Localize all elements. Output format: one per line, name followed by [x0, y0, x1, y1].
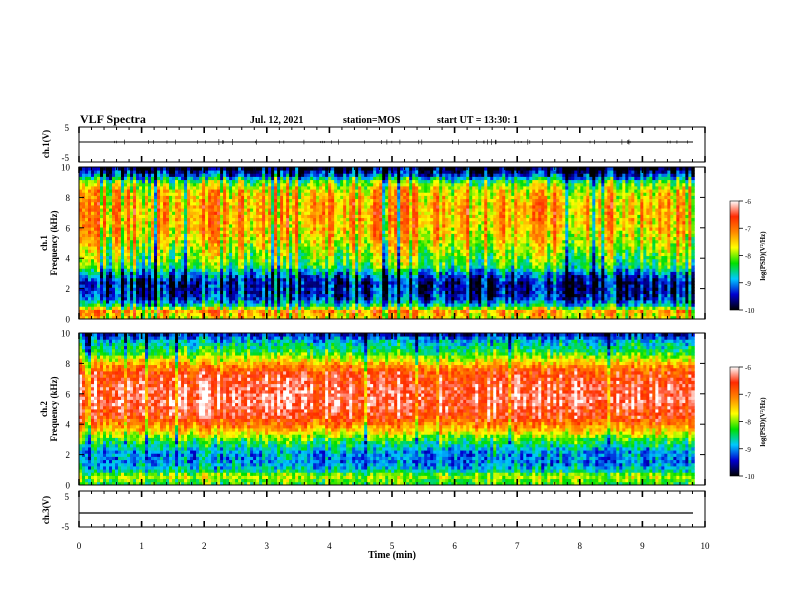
start-time-label: start UT = 13:30: 1 — [437, 115, 518, 126]
ytick-label: 4 — [66, 254, 71, 264]
colorbar-ch2-ticks: -6 -7 -8 -9 -10 — [739, 364, 755, 481]
panel-ch1-spectrogram: 0 2 4 6 8 10 ch.1 Frequency (kHz) — [39, 163, 706, 325]
xtick-label: 7 — [515, 541, 520, 551]
xtick-label: 5 — [390, 541, 395, 551]
ch2-spectrogram-ylabel-frequency: Frequency (kHz) — [49, 376, 59, 441]
xtick-label: 9 — [640, 541, 645, 551]
xtick-label: 1 — [139, 541, 144, 551]
ch1-waveform-ylabel: ch.1(V) — [41, 130, 51, 158]
figure-title: VLF Spectra — [80, 112, 146, 126]
ytick-label: 0 — [66, 315, 71, 325]
time-axis-label: Time (min) — [368, 550, 416, 561]
station-label: station=MOS — [343, 115, 401, 126]
xtick-label: 0 — [77, 541, 82, 551]
colorbar-tick-label: -6 — [745, 364, 751, 372]
ch1-spectrogram-image — [79, 167, 695, 320]
ytick-label: 8 — [66, 359, 71, 369]
colorbar-ch1-ticks: -6 -7 -8 -9 -10 — [739, 198, 755, 315]
colorbar-tick-label: -7 — [745, 225, 751, 233]
panel-ch1-waveform: 5 -5 ch.1(V) — [41, 123, 706, 163]
colorbar-tick-label: -7 — [745, 391, 751, 399]
xtick-label: 10 — [701, 541, 711, 551]
ch1-spectrogram-yticks: 0 2 4 6 8 10 — [61, 163, 705, 325]
colorbar-tick-label: -10 — [745, 473, 755, 481]
ch3-waveform-ylabel: ch.3(V) — [41, 496, 51, 524]
ch1-waveform-ytick-bottom: -5 — [62, 153, 70, 163]
ytick-label: 6 — [66, 223, 71, 233]
xtick-label: 3 — [265, 541, 270, 551]
date-label: Jul. 12, 2021 — [250, 115, 303, 126]
ch2-spectrogram-ylabel-channel: ch.2 — [39, 401, 49, 417]
colorbar-ch2: -6 -7 -8 -9 -10 log(PSD)(V²/Hz) — [729, 364, 767, 481]
ch3-waveform-ytick-bottom: -5 — [62, 522, 70, 532]
colorbar-ch2-scale — [729, 366, 740, 477]
xtick-label: 6 — [452, 541, 457, 551]
ch3-waveform-ytick-top: 5 — [65, 492, 70, 502]
ch2-spectrogram-yticks: 0 2 4 6 8 10 — [61, 329, 705, 491]
colorbar-tick-label: -9 — [745, 446, 751, 454]
colorbar-ch1: -6 -7 -8 -9 -10 log(PSD)(V²/Hz) — [729, 198, 767, 315]
ch1-spectrogram-ylabel-channel: ch.1 — [39, 235, 49, 251]
xtick-label: 2 — [202, 541, 207, 551]
colorbar-tick-label: -6 — [745, 198, 751, 206]
ytick-label: 10 — [61, 329, 71, 339]
colorbar-tick-label: -9 — [745, 280, 751, 288]
ytick-label: 6 — [66, 389, 71, 399]
colorbar-ch1-scale — [729, 200, 740, 311]
ytick-label: 10 — [61, 163, 71, 173]
ytick-label: 2 — [66, 450, 71, 460]
ch1-waveform-noise — [114, 139, 688, 145]
xtick-label: 8 — [578, 541, 583, 551]
colorbar-ch2-label: log(PSD)(V²/Hz) — [759, 397, 767, 447]
panel-tick-marks — [78, 127, 706, 527]
ytick-label: 0 — [66, 481, 71, 491]
ch1-waveform-ytick-top: 5 — [65, 123, 70, 133]
ytick-label: 2 — [66, 284, 71, 294]
xtick-label: 4 — [327, 541, 332, 551]
ytick-label: 8 — [66, 193, 71, 203]
ytick-label: 4 — [66, 420, 71, 430]
ch2-spectrogram-image — [79, 333, 695, 486]
colorbar-ch1-label: log(PSD)(V²/Hz) — [759, 231, 767, 281]
panel-ch2-spectrogram: 0 2 4 6 8 10 ch.2 Frequency (kHz) — [39, 329, 706, 491]
colorbar-tick-label: -8 — [745, 419, 751, 427]
colorbar-tick-label: -10 — [745, 307, 755, 315]
ch1-spectrogram-ylabel-frequency: Frequency (kHz) — [49, 210, 59, 275]
time-axis-ticks: 0 1 2 3 4 5 6 7 8 9 10 — [77, 521, 710, 551]
colorbar-tick-label: -8 — [745, 253, 751, 261]
